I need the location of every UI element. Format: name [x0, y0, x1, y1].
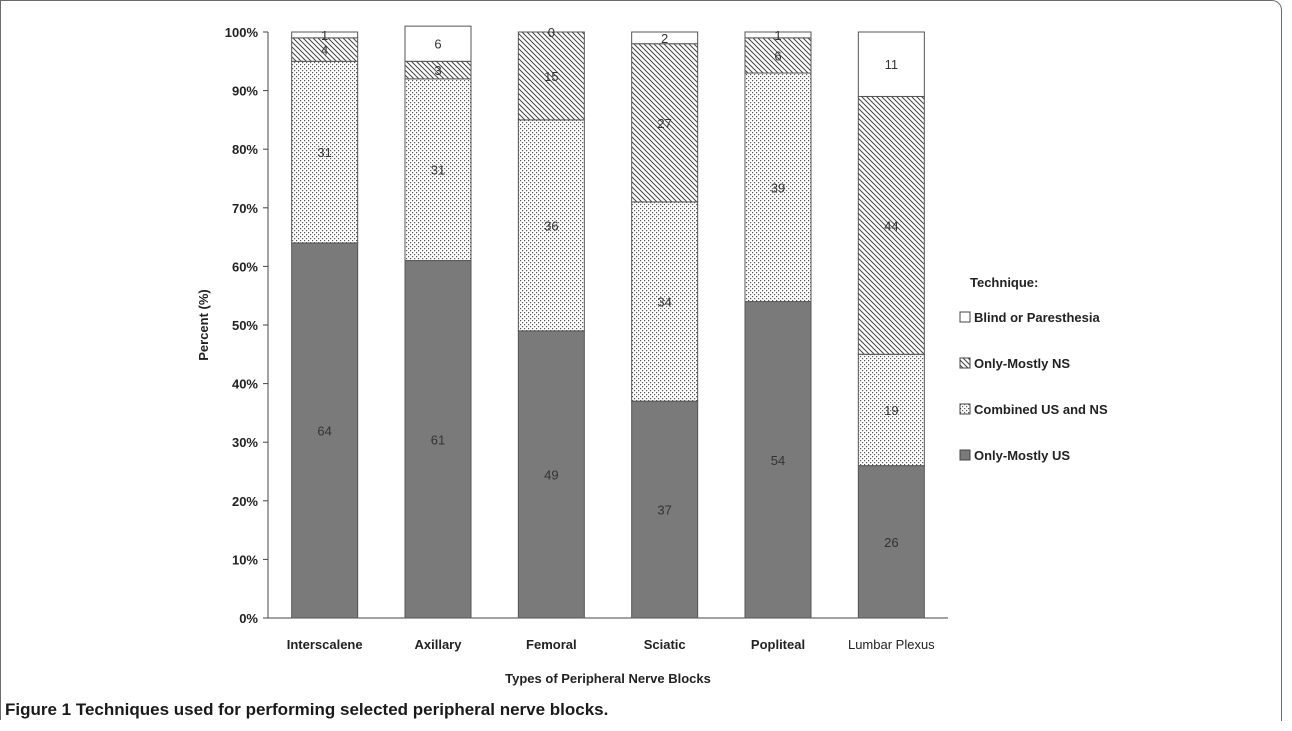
figure-caption: Figure 1 Techniques used for performing …: [5, 700, 608, 720]
data-label: 26: [884, 535, 898, 550]
figure-frame-left: [0, 0, 1, 720]
bar-segment: [631, 43, 699, 203]
y-tick-label: 60%: [232, 259, 258, 274]
bar-segment: [517, 330, 585, 619]
data-label: 4: [321, 43, 328, 58]
bar-segment: [857, 31, 925, 97]
bar-segment: [857, 465, 925, 619]
data-label: 6: [434, 37, 441, 52]
data-label: 15: [544, 69, 558, 84]
legend-swatch: [959, 449, 971, 461]
caption-text: Techniques used for performing selected …: [75, 700, 609, 719]
bar-segment: [404, 260, 472, 619]
x-tick-label: Interscalene: [287, 637, 363, 652]
y-axis-title: Percent (%): [196, 289, 211, 361]
data-label: 61: [431, 432, 445, 447]
data-label: 0: [548, 25, 555, 40]
bar-segment: [404, 78, 472, 262]
data-label: 49: [544, 467, 558, 482]
data-label: 44: [884, 218, 898, 233]
bar-segment: [517, 31, 585, 121]
legend-title: Technique:: [970, 275, 1038, 290]
data-label: 39: [771, 180, 785, 195]
y-tick-label: 10%: [232, 552, 258, 567]
data-label: 27: [657, 116, 671, 131]
data-label: 34: [657, 295, 671, 310]
x-tick-label: Axillary: [415, 637, 463, 652]
bar-segment: [291, 60, 359, 244]
data-label: 54: [771, 453, 785, 468]
y-tick-label: 90%: [232, 84, 258, 99]
data-label: 1: [774, 28, 781, 43]
bar-segment: [404, 25, 472, 62]
legend-swatch: [959, 403, 971, 415]
y-tick-label: 50%: [232, 318, 258, 333]
legend-swatch: [959, 311, 971, 323]
legend-item-label: Only-Mostly US: [974, 448, 1070, 463]
bar-segment: [744, 301, 812, 619]
x-tick-label: Lumbar Plexus: [848, 637, 935, 652]
data-label: 3: [434, 63, 441, 78]
bar-segment: [857, 95, 925, 355]
data-label: 31: [317, 145, 331, 160]
bar-segment: [631, 31, 699, 45]
legend-item-label: Combined US and NS: [974, 402, 1108, 417]
y-tick-label: 30%: [232, 435, 258, 450]
y-tick-label: 0%: [239, 611, 258, 626]
x-tick-label: Femoral: [526, 637, 577, 652]
data-label: 11: [885, 57, 899, 72]
x-tick-label: Sciatic: [644, 637, 686, 652]
y-tick-label: 80%: [232, 142, 258, 157]
data-label: 1: [321, 28, 328, 43]
data-label: 37: [657, 503, 671, 518]
figure-frame: [0, 0, 1282, 721]
legend-item-label: Only-Mostly NS: [974, 356, 1070, 371]
bar-segment: [291, 242, 359, 619]
bar-segment: [744, 31, 812, 39]
bar-segment: [857, 353, 925, 467]
y-tick-label: 20%: [232, 494, 258, 509]
bar-segment: [744, 72, 812, 303]
x-tick-label: Popliteal: [751, 637, 805, 652]
bar-segment: [631, 201, 699, 402]
data-label: 36: [544, 218, 558, 233]
bar-segment: [291, 31, 359, 39]
x-axis-title: Types of Peripheral Nerve Blocks: [505, 671, 711, 686]
bar-segment: [517, 119, 585, 332]
y-tick-label: 100%: [225, 25, 259, 40]
data-label: 19: [884, 403, 898, 418]
caption-label: Figure 1: [5, 700, 72, 719]
legend-item-label: Blind or Paresthesia: [974, 310, 1100, 325]
data-label: 2: [661, 31, 668, 46]
data-label: 64: [317, 423, 331, 438]
y-tick-label: 40%: [232, 377, 258, 392]
y-tick-label: 70%: [232, 201, 258, 216]
data-label: 31: [431, 163, 445, 178]
legend-swatch: [959, 357, 971, 369]
data-label: 6: [774, 48, 781, 63]
